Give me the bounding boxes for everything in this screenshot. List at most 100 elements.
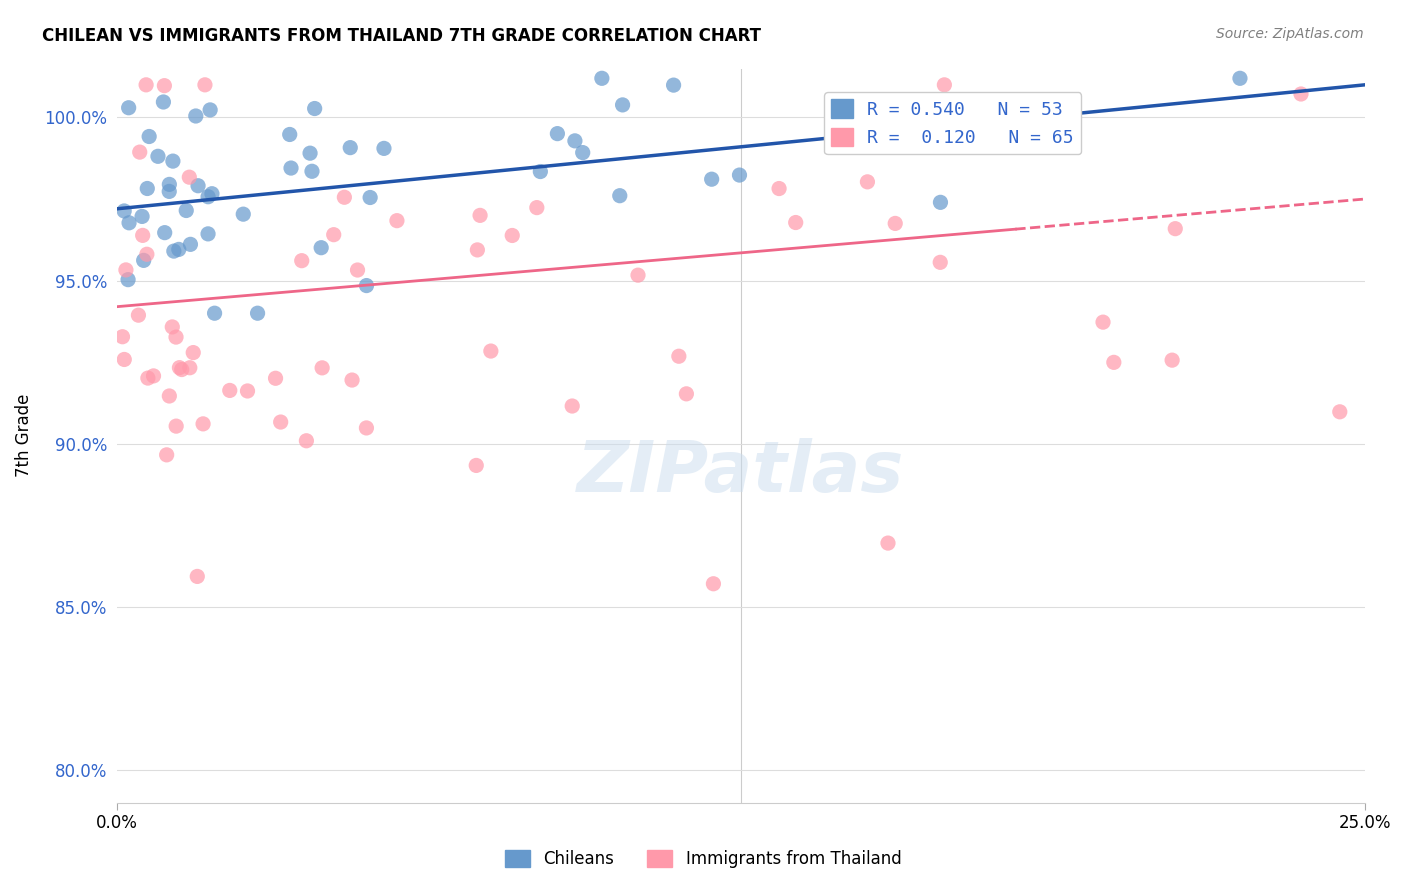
Point: [169, 360, 191, 375]
Point: [1229, 71, 1251, 86]
Point: [170, 362, 193, 376]
Point: [204, 306, 226, 320]
Point: [1092, 315, 1115, 329]
Point: [131, 228, 153, 243]
Point: [165, 419, 187, 434]
Point: [700, 172, 723, 186]
Point: [526, 201, 548, 215]
Point: [564, 134, 586, 148]
Point: [270, 415, 292, 429]
Point: [304, 102, 326, 116]
Point: [118, 101, 141, 115]
Point: [768, 181, 790, 195]
Point: [1164, 221, 1187, 235]
Point: [138, 129, 160, 144]
Point: [728, 168, 751, 182]
Point: [156, 448, 179, 462]
Point: [135, 78, 157, 92]
Point: [142, 368, 165, 383]
Point: [157, 389, 180, 403]
Point: [153, 78, 176, 93]
Point: [115, 263, 138, 277]
Text: ZIPatlas: ZIPatlas: [576, 438, 904, 507]
Point: [877, 536, 900, 550]
Point: [356, 421, 378, 435]
Point: [1329, 405, 1351, 419]
Point: [668, 349, 690, 363]
Point: [468, 208, 491, 222]
Point: [340, 373, 363, 387]
Point: [197, 227, 219, 241]
Point: [322, 227, 344, 242]
Point: [184, 109, 207, 123]
Point: [467, 243, 489, 257]
Point: [529, 164, 551, 178]
Point: [501, 228, 523, 243]
Point: [132, 253, 155, 268]
Point: [174, 203, 197, 218]
Point: [179, 237, 201, 252]
Legend: Chileans, Immigrants from Thailand: Chileans, Immigrants from Thailand: [498, 843, 908, 875]
Point: [111, 330, 134, 344]
Point: [187, 178, 209, 193]
Point: [127, 308, 149, 322]
Point: [194, 78, 217, 92]
Point: [157, 178, 180, 192]
Point: [929, 195, 952, 210]
Point: [278, 128, 301, 142]
Point: [165, 330, 187, 344]
Point: [662, 78, 685, 92]
Point: [359, 190, 381, 204]
Point: [785, 215, 807, 229]
Point: [385, 213, 408, 227]
Point: [856, 175, 879, 189]
Point: [112, 352, 135, 367]
Point: [301, 164, 323, 178]
Point: [929, 255, 952, 269]
Point: [246, 306, 269, 320]
Point: [117, 273, 139, 287]
Point: [561, 399, 583, 413]
Point: [627, 268, 650, 282]
Point: [162, 320, 184, 334]
Point: [112, 204, 135, 219]
Point: [162, 154, 184, 169]
Point: [136, 181, 159, 195]
Point: [280, 161, 302, 175]
Point: [356, 278, 378, 293]
Point: [218, 384, 240, 398]
Point: [186, 569, 208, 583]
Point: [157, 185, 180, 199]
Point: [373, 141, 395, 155]
Y-axis label: 7th Grade: 7th Grade: [15, 394, 32, 477]
Point: [465, 458, 488, 473]
Point: [1289, 87, 1312, 101]
Point: [675, 387, 697, 401]
Point: [571, 145, 593, 160]
Point: [346, 263, 368, 277]
Point: [291, 253, 314, 268]
Point: [299, 146, 322, 161]
Point: [479, 344, 502, 359]
Point: [179, 360, 201, 375]
Point: [609, 188, 631, 202]
Point: [934, 78, 956, 92]
Point: [1161, 353, 1184, 368]
Point: [702, 576, 724, 591]
Point: [131, 210, 153, 224]
Point: [264, 371, 287, 385]
Point: [118, 216, 141, 230]
Point: [591, 71, 613, 86]
Point: [333, 190, 356, 204]
Point: [197, 190, 219, 204]
Point: [146, 149, 169, 163]
Point: [179, 170, 201, 185]
Point: [191, 417, 214, 431]
Point: [198, 103, 221, 117]
Point: [152, 95, 174, 109]
Text: Source: ZipAtlas.com: Source: ZipAtlas.com: [1216, 27, 1364, 41]
Point: [181, 345, 204, 359]
Point: [884, 216, 907, 230]
Point: [201, 186, 224, 201]
Point: [295, 434, 318, 448]
